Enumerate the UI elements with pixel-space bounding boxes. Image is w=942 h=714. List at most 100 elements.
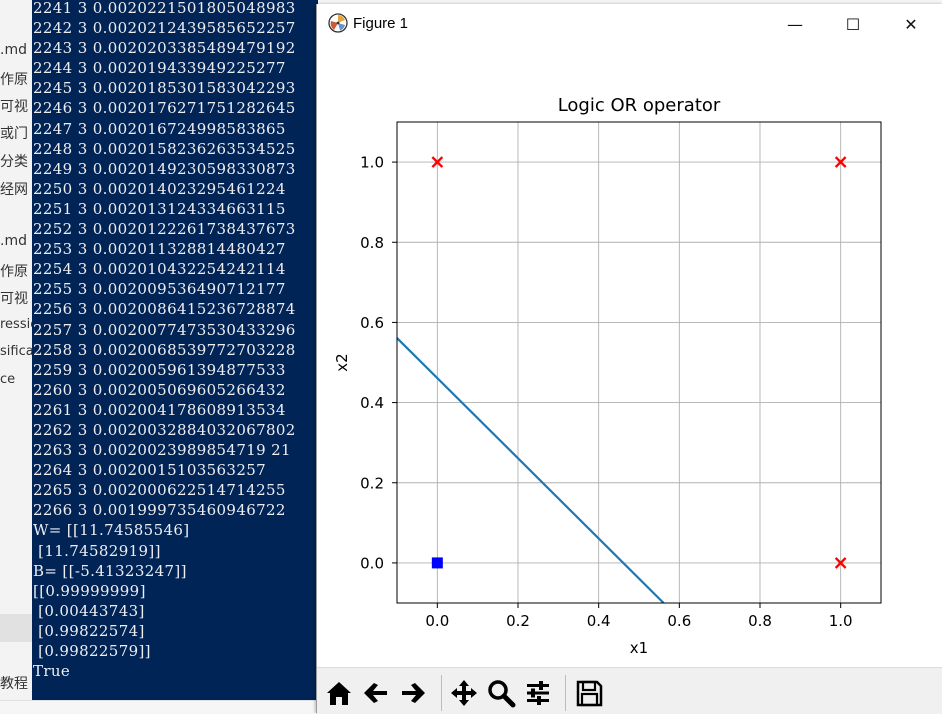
console-line: 2250 3 0.002014023295461224 [33, 179, 286, 198]
sidebar-item[interactable]: 或门 [0, 126, 28, 142]
sidebar-item[interactable]: 作原 [0, 264, 28, 280]
console-line: [0.99822579]] [33, 642, 151, 660]
sidebar-item[interactable]: 可视 [0, 291, 28, 307]
data-points [431, 156, 847, 569]
plot-canvas[interactable]: 0.0 0.2 0.4 0.6 0.8 1.0 0.0 0.2 0.4 0.6 0.8 1.0 Log… [317, 44, 942, 671]
sidebar-item[interactable]: .md [0, 42, 27, 58]
console-line: 2251 3 0.002013124334663115 [33, 199, 286, 218]
console-line: 2253 3 0.002011328814480427 [33, 240, 286, 259]
save-icon [576, 680, 603, 707]
console-line: 2245 3 0.0020185301583042293 [33, 79, 296, 98]
title-bar[interactable]: Figure 1 — ☐ ✕ [317, 4, 942, 44]
console-line: 2265 3 0.002000622514714255 [33, 481, 286, 500]
y-tick-label: 0.6 [360, 314, 384, 332]
console-line: 2249 3 0.0020149230598330873 [33, 159, 296, 178]
axes-frame [396, 121, 882, 604]
console-line: 2255 3 0.002009536490712177 [33, 280, 286, 299]
sidebar-item[interactable]: 可视 [0, 99, 28, 115]
close-button[interactable]: ✕ [883, 4, 939, 44]
console-line: 2258 3 0.0020068539772703228 [33, 340, 296, 359]
close-icon: ✕ [904, 14, 918, 34]
x-tick-label: 0.2 [506, 612, 530, 630]
console-line: 2241 3 0.0020221501805048983 [33, 0, 296, 17]
minimize-button[interactable]: — [767, 4, 823, 44]
console-line: 2247 3 0.002016724998583865 [33, 119, 286, 138]
decision-boundary [396, 337, 665, 604]
x-tick-label: 0.6 [667, 612, 691, 630]
save-button[interactable] [573, 677, 605, 709]
maximize-button[interactable]: ☐ [825, 4, 881, 44]
x-tick-label: 0.4 [587, 612, 611, 630]
sidebar-item[interactable]: 经网 [0, 182, 28, 198]
console-line: 2260 3 0.002005069605266432 [33, 380, 286, 399]
console-line: 2252 3 0.0020122261738437673 [33, 220, 296, 239]
sidebar-item[interactable]: .md [0, 233, 27, 249]
console-line: 2266 3 0.001999735460946722 [33, 501, 286, 520]
chart: 0.0 0.2 0.4 0.6 0.8 1.0 0.0 0.2 0.4 0.6 0.8 1.0 Log… [333, 95, 882, 657]
back-button[interactable] [360, 677, 392, 709]
figure-window: Figure 1 — ☐ ✕ 0.0 0.2 0.4 0.6 0.8 1.0 0.0 0.2 0… [316, 4, 942, 714]
y-tick-label: 1.0 [360, 154, 384, 172]
console-line: 2244 3 0.002019433949225277 [33, 59, 286, 78]
y-axis-label: x2 [333, 353, 351, 371]
console-line: [[0.99999999] [33, 581, 146, 600]
back-arrow-icon [364, 683, 387, 703]
console-output: 2241 3 0.0020221501805048983 2242 3 0.002… [33, 0, 296, 681]
x-tick-label: 1.0 [829, 612, 853, 630]
configure-subplots-icon [527, 681, 549, 705]
zoom-button[interactable] [485, 677, 517, 709]
console-line: B= [[-5.41323247]] [33, 561, 187, 580]
sidebar-item[interactable]: ressic [0, 317, 34, 332]
home-button[interactable] [323, 677, 355, 709]
ticks: 0.0 0.2 0.4 0.6 0.8 1.0 0.0 0.2 0.4 0.6 0.8 1.0 [360, 154, 852, 630]
x-tick-label: 0.8 [748, 612, 772, 630]
sidebar-item[interactable]: 教程 [0, 676, 28, 692]
navigation-toolbar [317, 667, 942, 714]
sidebar-item[interactable]: 作原 [0, 72, 28, 88]
x-marker [834, 156, 847, 168]
maximize-icon: ☐ [845, 14, 861, 34]
home-icon [327, 682, 351, 705]
pan-button[interactable] [448, 677, 480, 709]
x-marker [834, 557, 847, 569]
window-title: Figure 1 [353, 15, 409, 32]
grid [397, 122, 881, 603]
configure-subplots-button[interactable] [522, 677, 554, 709]
sidebar-item[interactable]: 分类 [0, 154, 28, 170]
console-line: 2263 3 0.0020023989854719 21 [33, 441, 291, 460]
y-tick-label: 0.0 [360, 554, 384, 572]
background-statusbar [0, 700, 330, 714]
console-line: [11.74582919]] [33, 541, 161, 560]
console-line: [0.00443743] [33, 601, 145, 620]
boundary-line [396, 337, 665, 604]
zoom-icon [488, 680, 516, 708]
console-line: 2243 3 0.0020203385489479192 [33, 39, 296, 58]
console-line: [0.99822574] [33, 621, 145, 640]
toolbar-separator [441, 675, 442, 711]
x-tick-label: 0.0 [425, 612, 449, 630]
selected-sidebar-row [0, 614, 34, 642]
y-tick-label: 0.8 [360, 234, 384, 252]
console-line: 2261 3 0.002004178608913534 [33, 400, 286, 419]
chart-title: Logic OR operator [558, 95, 721, 116]
forward-arrow-icon [402, 683, 425, 703]
console-window[interactable]: 2241 3 0.0020221501805048983 2242 3 0.002… [32, 0, 318, 700]
y-tick-label: 0.4 [360, 394, 384, 412]
console-line: 2264 3 0.0020015103563257 [33, 461, 267, 480]
sidebar-item[interactable]: ce [0, 372, 16, 387]
x-axis-label: x1 [630, 639, 648, 657]
sidebar-item[interactable]: sifica [0, 344, 34, 359]
console-line: 2259 3 0.002005961394877533 [33, 360, 286, 379]
x-marker [431, 156, 444, 168]
matplotlib-icon [328, 13, 348, 33]
console-line: 2257 3 0.0020077473530433296 [33, 320, 296, 339]
pan-icon [451, 680, 477, 706]
console-line: W= [[11.74585546] [33, 521, 190, 540]
console-line: 2256 3 0.0020086415236728874 [33, 300, 296, 319]
console-line: 2248 3 0.0020158236263534525 [33, 139, 296, 158]
minimize-icon: — [787, 14, 803, 34]
console-line: 2242 3 0.0020212439585652257 [33, 19, 296, 38]
forward-button[interactable] [397, 677, 429, 709]
toolbar-separator [565, 675, 566, 711]
console-line: True [33, 662, 71, 681]
